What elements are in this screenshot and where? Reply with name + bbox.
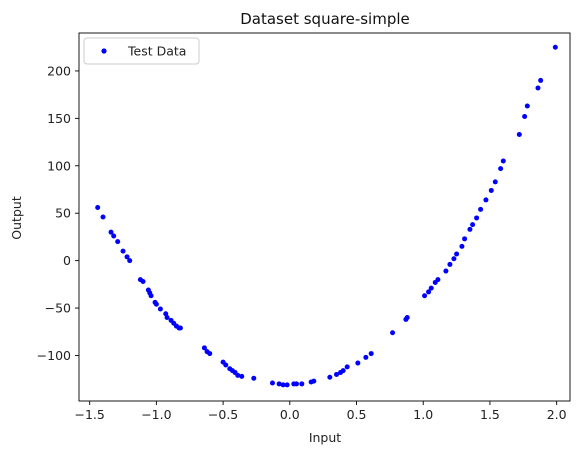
y-tick-label: −100	[37, 348, 71, 363]
data-point	[483, 197, 489, 203]
data-point	[404, 315, 410, 321]
data-point	[201, 345, 207, 351]
data-point	[280, 382, 286, 388]
data-point	[127, 258, 133, 264]
data-point	[327, 374, 333, 380]
data-point	[269, 380, 275, 386]
data-point	[115, 239, 121, 245]
y-tick-label: 0	[63, 253, 71, 268]
y-tick-label: 150	[47, 111, 71, 126]
x-tick-label: 0.0	[280, 407, 300, 422]
x-tick-label: 0.5	[347, 407, 367, 422]
y-tick-label: 50	[55, 206, 71, 221]
data-point	[235, 372, 241, 378]
data-point	[488, 187, 494, 193]
data-point	[535, 85, 541, 91]
data-point	[344, 364, 350, 370]
legend-box	[83, 37, 200, 65]
x-tick-label: 1.0	[413, 407, 433, 422]
data-point	[422, 293, 428, 299]
chart-title: Dataset square-simple	[240, 10, 410, 28]
data-point	[498, 166, 504, 172]
data-point	[363, 354, 369, 360]
data-point	[390, 330, 396, 336]
data-point	[500, 158, 506, 164]
x-tick-label: −0.5	[208, 407, 238, 422]
plot-frame	[78, 32, 571, 402]
legend-label: Test Data	[127, 44, 186, 59]
data-point	[478, 206, 484, 212]
x-axis-label: Input	[309, 430, 341, 445]
data-point	[223, 362, 229, 368]
data-point	[148, 293, 154, 299]
data-point	[454, 251, 460, 257]
data-point	[311, 378, 317, 384]
data-point	[492, 179, 498, 185]
data-point	[355, 360, 361, 366]
data-point	[239, 373, 245, 379]
data-point	[284, 382, 290, 388]
x-tick-label: 1.5	[480, 407, 500, 422]
data-point	[459, 243, 465, 249]
data-point	[207, 351, 213, 357]
data-point	[462, 236, 468, 242]
data-point	[164, 315, 170, 321]
y-tick-label: −50	[45, 301, 71, 316]
data-point	[470, 222, 476, 228]
y-tick-label: 100	[47, 158, 71, 173]
data-point	[516, 131, 522, 137]
data-points	[95, 44, 558, 388]
legend-marker-icon	[101, 48, 107, 54]
data-point	[451, 256, 457, 262]
data-point	[334, 371, 340, 377]
data-point	[100, 214, 106, 220]
data-point	[95, 205, 101, 211]
plot-area	[78, 32, 571, 402]
x-tick-label: −1.0	[141, 407, 171, 422]
legend: Test Data	[83, 37, 200, 65]
data-point	[368, 351, 374, 357]
data-point	[524, 103, 530, 109]
data-point	[522, 113, 528, 119]
x-axis-ticks: −1.5 −1.0 −0.5 0.0 0.5 1.0 1.5 2.0	[74, 401, 567, 422]
data-point	[177, 325, 183, 331]
data-point	[299, 381, 305, 387]
data-point	[467, 226, 473, 232]
data-point	[552, 44, 558, 50]
data-point	[447, 261, 453, 267]
data-point	[157, 306, 163, 312]
data-point	[251, 375, 257, 381]
data-point	[140, 278, 146, 284]
data-point	[340, 368, 346, 374]
data-point	[111, 233, 117, 239]
data-point	[538, 77, 544, 83]
y-axis-ticks: −100 −50 0 50 100 150 200	[37, 63, 79, 363]
data-point	[474, 215, 480, 221]
data-point	[293, 381, 299, 387]
data-point	[124, 254, 130, 260]
data-point	[120, 248, 126, 254]
data-point	[276, 381, 282, 387]
y-axis-label: Output	[9, 196, 24, 240]
x-tick-label: 2.0	[547, 407, 567, 422]
data-point	[428, 285, 434, 291]
data-point	[426, 289, 432, 295]
data-point	[435, 277, 441, 283]
data-point	[108, 229, 114, 235]
data-point	[443, 268, 449, 274]
x-tick-label: −1.5	[74, 407, 104, 422]
data-point	[153, 301, 159, 307]
y-tick-label: 200	[47, 63, 71, 78]
data-point	[163, 311, 169, 317]
